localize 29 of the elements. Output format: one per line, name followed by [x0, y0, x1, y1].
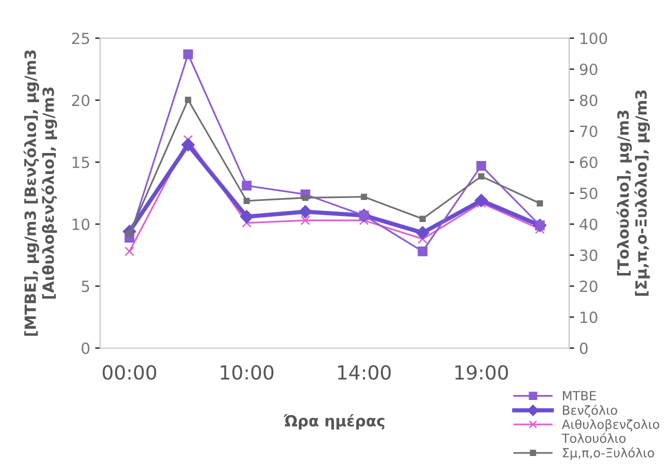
y2-tick-label: 30 [580, 250, 598, 262]
y-tick-label: 25 [72, 32, 90, 44]
x-tick-label: 10:00 [220, 365, 274, 380]
y-axis-title: [MTBE], μg/m3 [Βενζόλιο], μg/m3 [Αιθυλοβενζόλιο], μg/m3 [24, 50, 58, 336]
x-tick-label: 19:00 [455, 365, 508, 380]
y2-tick-label: 90 [580, 64, 598, 76]
x-axis-title: Ώρα ημέρας [283, 414, 384, 430]
y2-axis-title: [Τολουόλιο], μg/m3 [Σμ,π,ο-Ξυλόλιο], μg/m3 [616, 90, 650, 296]
legend-label: MTBE [562, 391, 596, 400]
text: Τολουόλιο [562, 432, 626, 443]
y2-tick-label: 70 [580, 126, 598, 138]
y-tick-label: 20 [72, 94, 90, 106]
y2-tick-label: 40 [580, 218, 598, 230]
x-tick-label: 14:00 [338, 365, 391, 380]
y-tick-label: 15 [72, 156, 90, 168]
y2-tick-label: 60 [580, 156, 598, 168]
y2-tick-label: 20 [580, 280, 598, 292]
y-tick-label: 10 [72, 218, 90, 230]
legend-label: Σμ,π,ο-Ξυλόλιο [562, 447, 654, 460]
legend-label: Βενζόλιο [562, 404, 618, 418]
y-tick-label: 5 [82, 280, 90, 292]
y2-tick-label: 0 [580, 342, 588, 354]
x-tick-label: 00:00 [102, 365, 156, 380]
y2-tick-label: 80 [580, 94, 598, 106]
y2-tick-label: 100 [580, 32, 608, 44]
y2-tick-label: 50 [580, 188, 598, 200]
legend-label: Αιθυλοβενζολιο [562, 419, 660, 432]
y-tick-label: 0 [82, 342, 90, 354]
y2-tick-label: 10 [580, 312, 598, 324]
